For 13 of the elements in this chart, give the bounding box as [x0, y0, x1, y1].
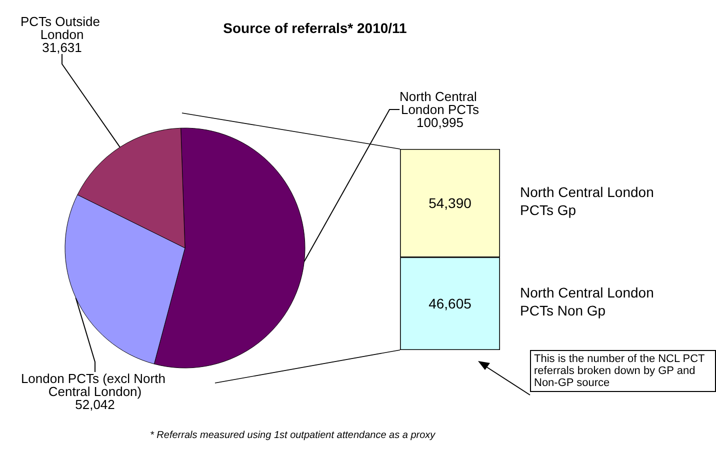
data-label: 31,631	[42, 40, 82, 55]
slice-label: PCTs Outside London	[20, 14, 104, 42]
slice-label: London PCTs (excl North Central London)	[20, 371, 170, 399]
text: This is the number of the NCL PCT referrals broken down by GP and Non-GP source	[530, 350, 716, 392]
chart-title: Source of referrals* 2010/11	[223, 20, 408, 36]
text: * Referrals measured using 1st outpatient attendance as a proxy	[150, 430, 436, 441]
data-label: 100,995	[416, 115, 464, 130]
data-label: 52,042	[75, 397, 115, 412]
data-label: 54,390	[428, 195, 472, 212]
slice-label: North Central London PCTs	[400, 89, 480, 117]
series-label: North Central London PCTs Non Gp	[520, 284, 658, 319]
data-label: 46,605	[428, 296, 472, 312]
series-label: North Central London PCTs Gp	[520, 184, 658, 218]
